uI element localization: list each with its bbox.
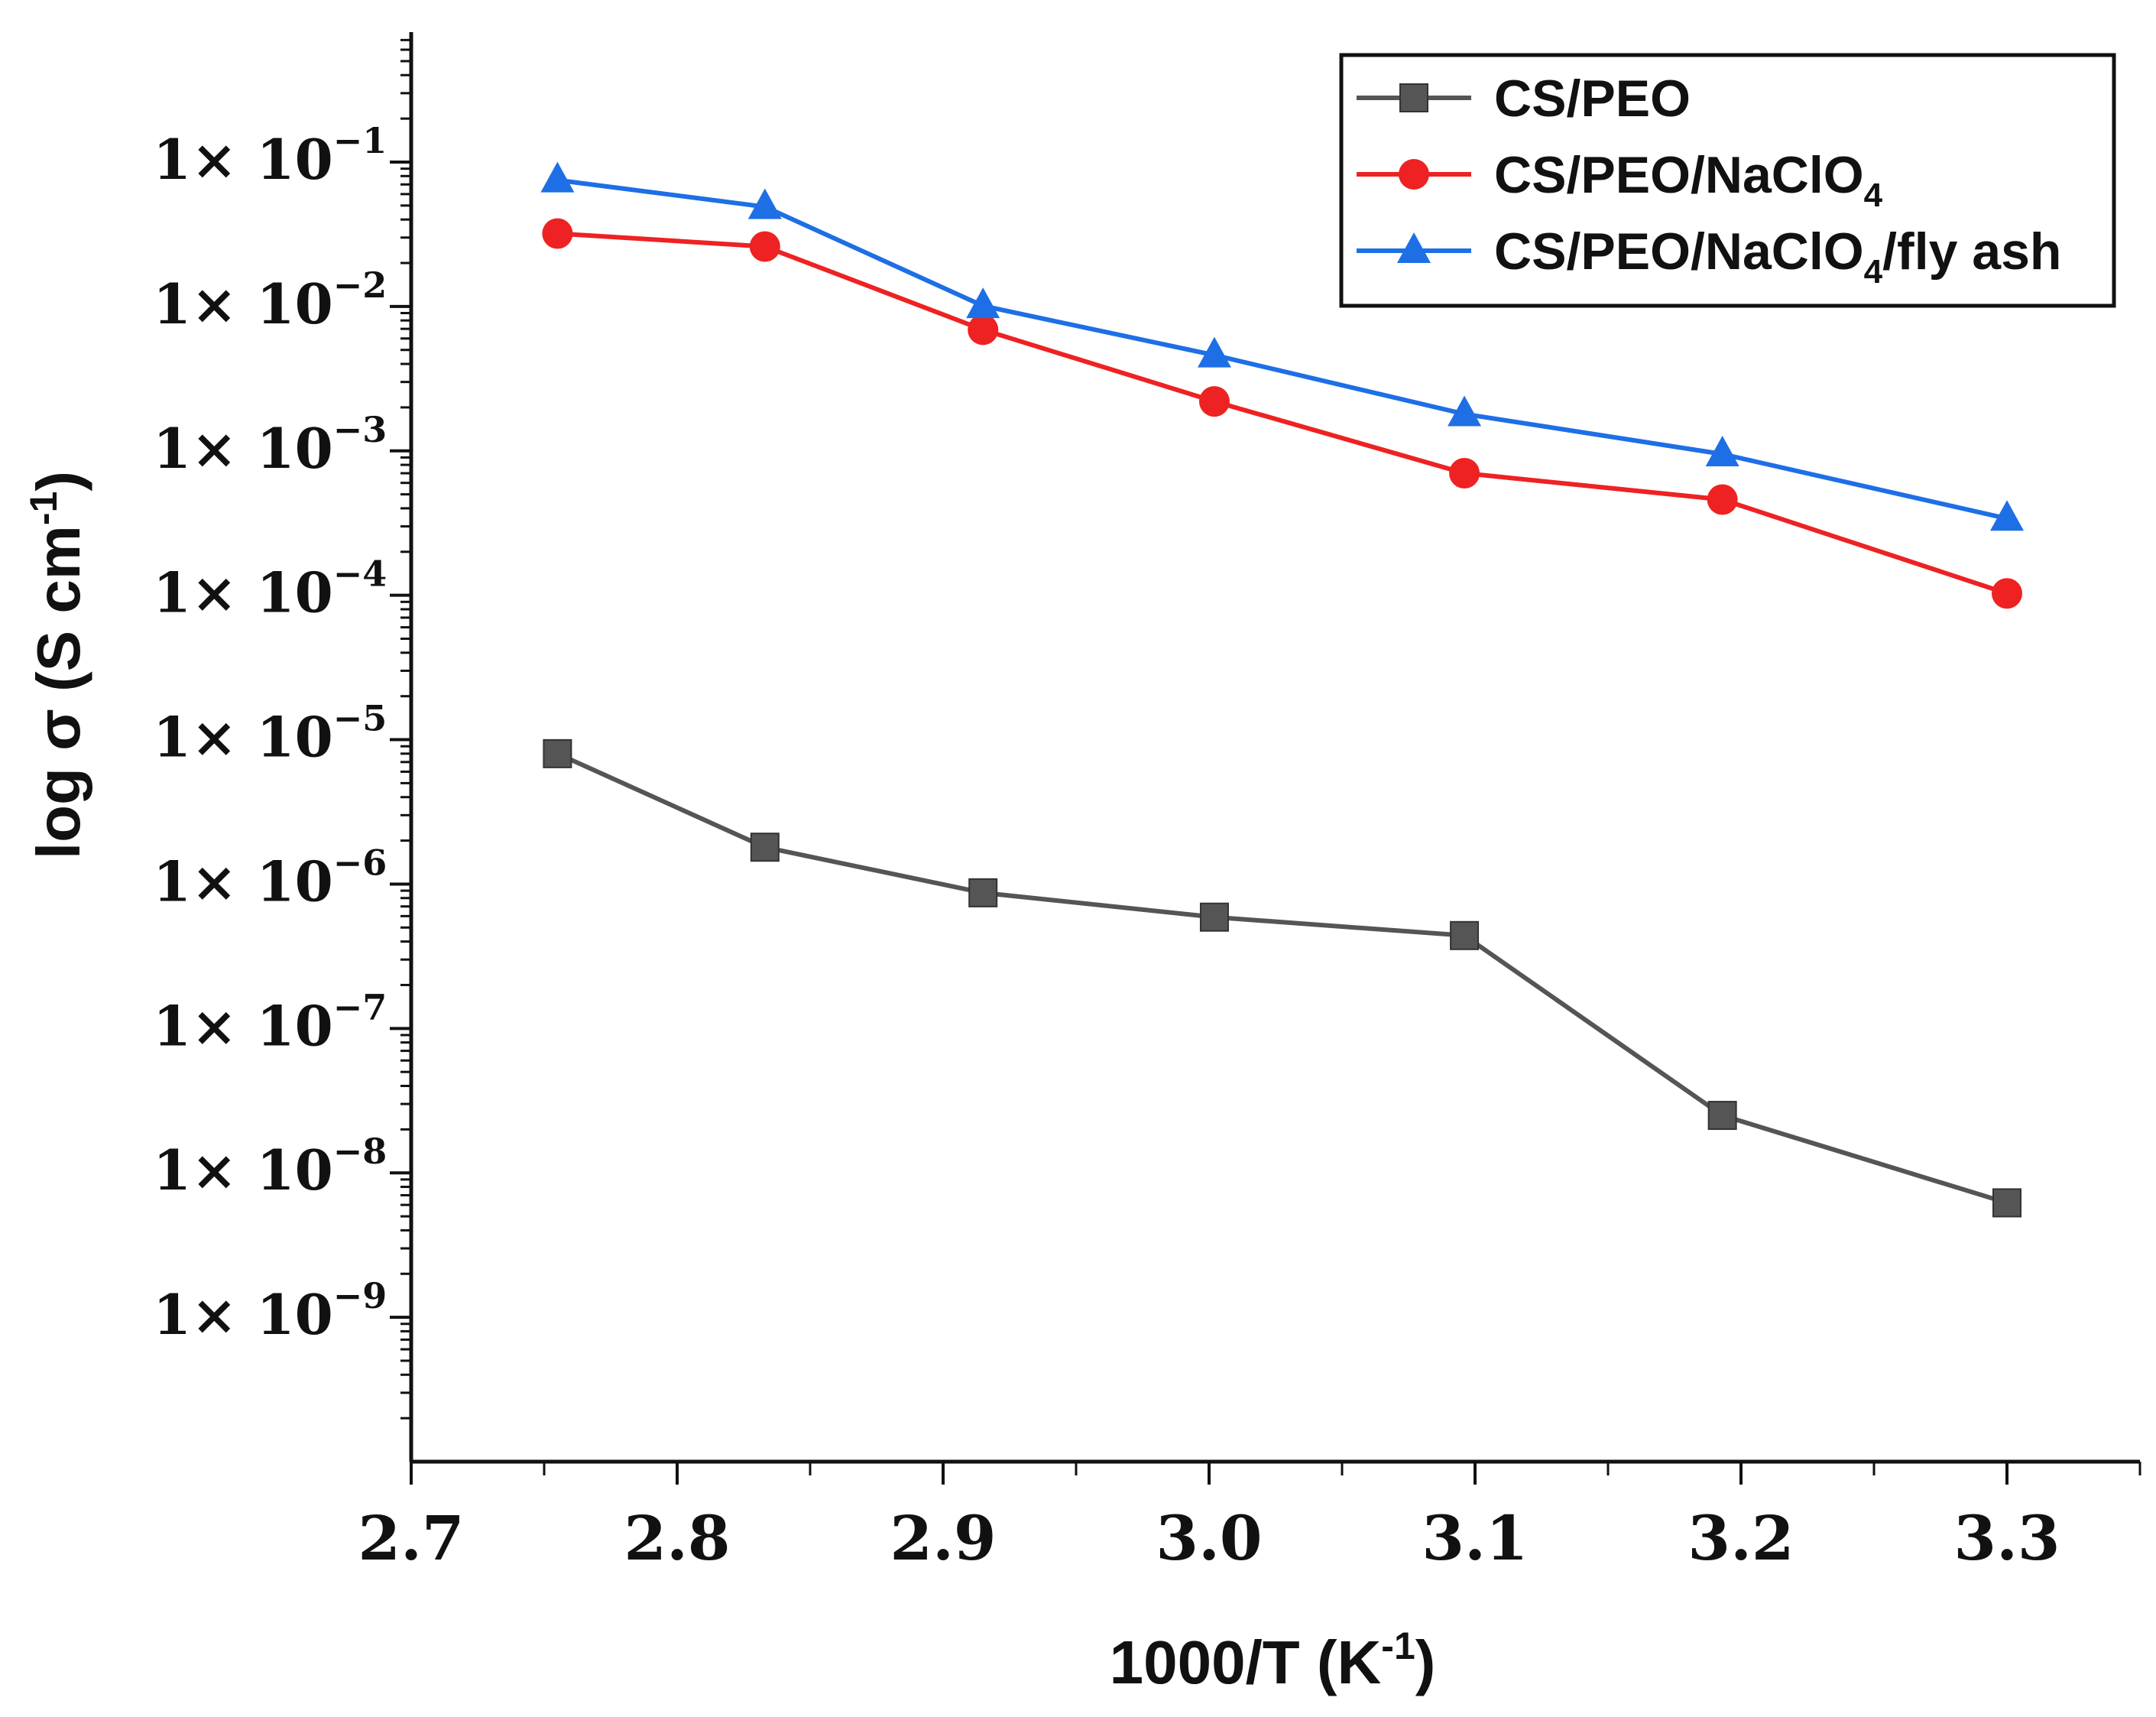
- data-point: [1199, 902, 1229, 932]
- data-point: [1992, 578, 2022, 609]
- legend-marker: [1397, 232, 1431, 263]
- legend-marker: [1399, 159, 1429, 190]
- x-axis-title: 1000/T (K-1): [1110, 1624, 1436, 1696]
- legend-label: CS/PEO/NaClO4: [1494, 146, 1883, 214]
- y-tick-label: 1× 10−8: [153, 1131, 387, 1203]
- legend: CS/PEO CS/PEO/NaClO4 CS/PEO/NaClO4/fly ash: [1339, 53, 2116, 308]
- data-point: [1992, 1188, 2021, 1218]
- series-layer: [540, 161, 2024, 1218]
- data-point: [542, 218, 573, 249]
- legend-label: CS/PEO: [1494, 70, 1691, 128]
- data-point: [1705, 435, 1739, 466]
- x-tick-label: 3.2: [1688, 1502, 1794, 1574]
- y-tick-label: 1× 10−4: [153, 553, 387, 625]
- data-point: [966, 287, 1000, 319]
- x-tick-label: 3.1: [1422, 1502, 1528, 1574]
- x-tick-label: 2.9: [890, 1502, 996, 1574]
- y-tick-label: 1× 10−2: [153, 265, 387, 336]
- data-point: [1197, 336, 1231, 368]
- series-line: [556, 751, 2008, 1206]
- x-tick-label: 2.7: [358, 1502, 464, 1574]
- series-2: [540, 161, 2024, 531]
- x-tick-label: 3.0: [1156, 1502, 1262, 1574]
- y-tick-label: 1× 10−1: [153, 120, 387, 192]
- data-point: [968, 314, 999, 346]
- data-point: [1450, 920, 1480, 950]
- data-point: [543, 738, 572, 768]
- data-point: [540, 161, 575, 193]
- data-point: [968, 878, 998, 907]
- data-point: [747, 188, 782, 219]
- x-tick-label: 2.8: [624, 1502, 730, 1574]
- data-point: [750, 833, 780, 862]
- y-tick-label: 1× 10−3: [153, 409, 387, 481]
- data-point: [1449, 458, 1480, 489]
- data-point: [749, 231, 780, 262]
- legend-label: CS/PEO/NaClO4/fly ash: [1494, 222, 2061, 290]
- series-1: [542, 218, 2022, 609]
- x-tick-label: 3.3: [1953, 1502, 2060, 1574]
- data-point: [1707, 1101, 1737, 1131]
- data-point: [1707, 484, 1738, 515]
- y-tick-label: 1× 10−6: [153, 842, 387, 914]
- legend-marker: [1399, 83, 1428, 112]
- data-point: [1448, 395, 1482, 427]
- y-tick-label: 1× 10−5: [153, 698, 387, 770]
- data-point: [1198, 386, 1230, 417]
- data-point: [1990, 500, 2024, 531]
- ticks: 1× 10−1 1× 10−2 1× 10−3 1× 10−4 1× 10−5 1× 10…: [153, 38, 2141, 1574]
- y-tick-label: 1× 10−7: [153, 986, 387, 1058]
- y-tick-label: 1× 10−9: [153, 1275, 387, 1347]
- y-axis-title: log σ (S cm-1): [22, 471, 92, 859]
- series-0: [543, 738, 2021, 1218]
